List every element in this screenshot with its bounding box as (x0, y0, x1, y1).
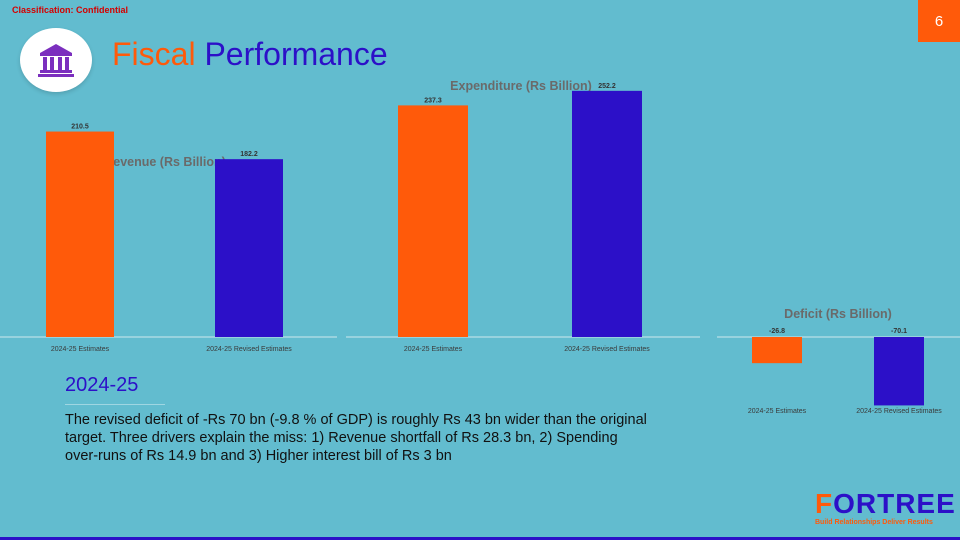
expenditure-bar-2 (572, 90, 642, 337)
brand-name-first-letter: F (815, 488, 834, 519)
revenue-data-label-1: 210.5 (71, 124, 89, 131)
expenditure-bar-1 (398, 105, 468, 337)
revenue-chart-title: Revenue (Rs Billion) (104, 155, 226, 169)
logo-badge (20, 28, 92, 92)
page-number: 6 (918, 0, 960, 42)
deficit-data-label-1: -26.8 (769, 328, 785, 335)
expenditure-category-label-2: 2024-25 Revised Estimates (564, 346, 650, 353)
brand-name: FORTREE (815, 489, 956, 519)
section-heading: 2024-25 (65, 374, 139, 396)
page-title: Fiscal Performance (112, 36, 388, 73)
brand-logo: FORTREE Build Relationships Deliver Resu… (815, 489, 956, 527)
bank-building-icon (38, 44, 74, 77)
expenditure-data-label-1: 237.3 (424, 97, 442, 104)
revenue-category-label-2: 2024-25 Revised Estimates (206, 346, 292, 353)
deficit-category-label-1: 2024-25 Estimates (748, 408, 807, 415)
revenue-bar-2 (215, 159, 283, 337)
deficit-chart-title: Deficit (Rs Billion) (784, 307, 892, 321)
brand-name-rest: ORTREE (833, 488, 956, 519)
classification-label: Classification: Confidential (12, 5, 129, 15)
expenditure-category-label-1: 2024-25 Estimates (404, 346, 463, 353)
revenue-data-label-2: 182.2 (240, 151, 258, 158)
revenue-bar-1 (46, 131, 114, 337)
section-divider (65, 404, 165, 405)
brand-tagline: Build Relationships Deliver Results (815, 519, 933, 526)
bottom-accent-bar (0, 537, 960, 540)
revenue-category-label-1: 2024-25 Estimates (51, 346, 110, 353)
expenditure-chart-title: Expenditure (Rs Billion) (450, 79, 592, 93)
deficit-data-label-2: -70.1 (891, 328, 907, 335)
expenditure-data-label-2: 252.2 (598, 83, 616, 90)
title-word-fiscal: Fiscal (112, 36, 196, 72)
summary-text: The revised deficit of -Rs 70 bn (-9.8 %… (65, 412, 647, 464)
deficit-bar-1 (752, 337, 802, 364)
deficit-category-label-2: 2024-25 Revised Estimates (856, 408, 942, 415)
title-word-performance: Performance (204, 36, 388, 72)
deficit-bar-2 (874, 337, 924, 406)
